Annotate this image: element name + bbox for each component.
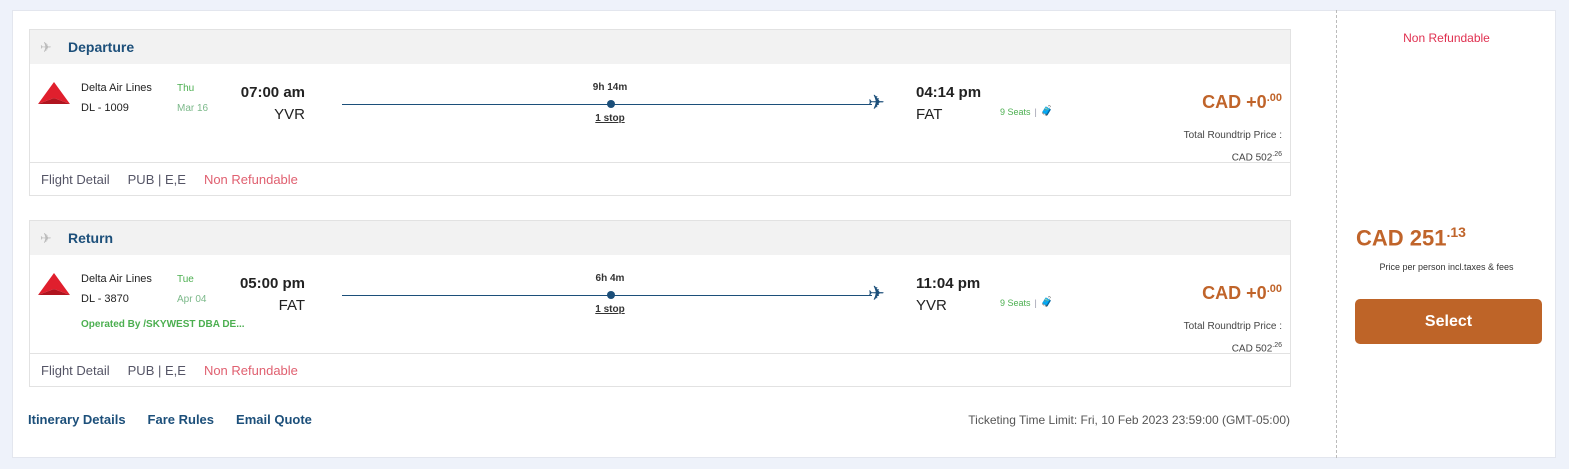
flight-row: Delta Air Lines DL - 3870 Tue Apr 04 05:00… <box>30 255 1290 354</box>
departure-time: 07:00 am <box>240 84 305 101</box>
airline-name: Delta Air Lines <box>81 82 152 94</box>
total-main: CAD 502 <box>1231 152 1273 164</box>
price-main: CAD +0 <box>1202 283 1267 303</box>
flight-detail-link[interactable]: Flight Detail <box>41 171 110 187</box>
total-cents: .26 <box>1272 151 1282 158</box>
total-main: CAD 502 <box>1231 343 1273 355</box>
refund-status: Non Refundable <box>203 362 298 378</box>
delta-logo-icon <box>38 273 70 295</box>
refund-status: Non Refundable <box>203 171 298 187</box>
arrival-time: 04:14 pm <box>916 84 982 101</box>
delta-logo-icon <box>38 82 70 104</box>
segment-title: Departure <box>68 39 135 55</box>
total-cents: .26 <box>1272 342 1282 349</box>
price-note: Price per person incl.taxes & fees <box>1379 262 1514 272</box>
refund-status: Non Refundable <box>1403 31 1490 45</box>
operated-by: Operated By /SKYWEST DBA DE... <box>81 319 245 330</box>
duration: 6h 4m <box>595 273 625 284</box>
select-button[interactable]: Select <box>1355 299 1542 344</box>
seats-left: 9 Seats <box>1000 106 1031 117</box>
segment-header: ✈ Return <box>30 221 1290 255</box>
day: Tue <box>177 274 194 285</box>
stop-dot <box>607 100 615 108</box>
segment-card-return: ✈ Return Delta Air Lines DL - 3870 Tue Apr… <box>29 220 1291 387</box>
price-main: CAD +0 <box>1202 92 1267 112</box>
ticketing-time-limit: Ticketing Time Limit: Fri, 10 Feb 2023 2… <box>968 413 1290 427</box>
divider <box>1336 10 1337 458</box>
plane-icon: ✈ <box>868 92 885 114</box>
seats-left: 9 Seats <box>1000 297 1031 308</box>
segment-price: CAD +0.00 <box>1202 283 1282 304</box>
plane-landing-icon: ✈ <box>40 230 52 246</box>
footer-links: Itinerary Details Fare Rules Email Quote <box>28 412 312 427</box>
flight-date: Thu Mar 16 <box>177 79 221 119</box>
departure-airport: FAT <box>278 297 305 314</box>
plane-icon: ✈ <box>868 283 885 305</box>
total-label: Total Roundtrip Price : <box>1183 321 1282 332</box>
airline-name: Delta Air Lines <box>81 273 152 285</box>
stops-link[interactable]: 1 stop <box>595 113 625 124</box>
duration: 9h 14m <box>592 82 628 93</box>
price-cents: .13 <box>1446 224 1466 240</box>
flight-detail-link[interactable]: Flight Detail <box>41 362 110 378</box>
total-roundtrip: Total Roundtrip Price : CAD 502.26 <box>1184 126 1282 167</box>
seats-info: 9 Seats | 🧳 <box>1000 297 1053 308</box>
separator: | <box>1034 297 1037 308</box>
flight-number: DL - 1009 <box>81 102 129 114</box>
flight-number: DL - 3870 <box>81 293 129 305</box>
email-quote-link[interactable]: Email Quote <box>236 412 312 427</box>
segment-card-departure: ✈ Departure Delta Air Lines DL - 1009 Thu… <box>29 29 1291 196</box>
segment-price: CAD +0.00 <box>1202 92 1282 113</box>
arrival-airport: YVR <box>916 297 947 314</box>
day: Thu <box>177 83 195 94</box>
arrival-airport: FAT <box>916 106 943 123</box>
stop-dot <box>607 291 615 299</box>
fare-class: PUB | E,E <box>127 171 186 187</box>
no-baggage-icon: 🧳 <box>1040 297 1054 308</box>
price-main: CAD 251 <box>1356 225 1447 251</box>
total-roundtrip: Total Roundtrip Price : CAD 502.26 <box>1184 317 1282 358</box>
airline-info: Delta Air Lines DL - 3870 <box>81 269 173 309</box>
segment-header: ✈ Departure <box>30 30 1290 64</box>
stops-link[interactable]: 1 stop <box>595 304 625 315</box>
segment-footer: Flight Detail PUB | E,E Non Refundable <box>30 354 1290 386</box>
departure-time: 05:00 pm <box>239 275 305 292</box>
price-per-person: CAD 251.13 <box>1356 224 1466 251</box>
date: Apr 04 <box>177 294 207 305</box>
date: Mar 16 <box>177 103 209 114</box>
departure-airport: YVR <box>274 106 305 123</box>
flight-row: Delta Air Lines DL - 1009 Thu Mar 16 07:00… <box>30 64 1290 163</box>
fare-rules-link[interactable]: Fare Rules <box>147 412 215 427</box>
airline-info: Delta Air Lines DL - 1009 <box>81 78 173 118</box>
fare-class: PUB | E,E <box>127 362 186 378</box>
seats-info: 9 Seats | 🧳 <box>1000 106 1053 117</box>
segment-title: Return <box>68 230 114 246</box>
total-label: Total Roundtrip Price : <box>1183 130 1282 141</box>
arrival-time: 11:04 pm <box>916 275 981 292</box>
no-baggage-icon: 🧳 <box>1040 106 1054 117</box>
segment-footer: Flight Detail PUB | E,E Non Refundable <box>30 163 1290 195</box>
flight-date: Tue Apr 04 <box>177 270 221 310</box>
separator: | <box>1034 106 1037 117</box>
itinerary-details-link[interactable]: Itinerary Details <box>28 412 126 427</box>
price-cents: .00 <box>1266 92 1282 104</box>
price-cents: .00 <box>1266 283 1282 295</box>
plane-takeoff-icon: ✈ <box>40 39 52 55</box>
